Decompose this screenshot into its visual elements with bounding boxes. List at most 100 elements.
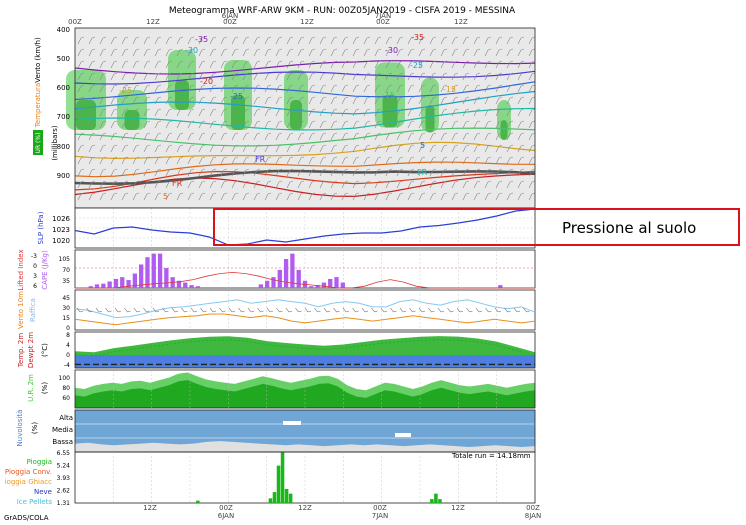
cape-bar [283, 259, 289, 288]
wind10-tick: 15 [62, 315, 70, 322]
contour-label: -20 [200, 77, 213, 86]
wind-barb [418, 192, 426, 201]
time-tick-bottom: 00Z [526, 504, 540, 512]
wind-barb [242, 36, 250, 45]
wind-barb [407, 108, 415, 117]
wind-barb [187, 168, 195, 177]
wind-barb [187, 180, 195, 189]
wind-barb [220, 180, 228, 189]
wind-barb [341, 108, 349, 117]
wind-barb [253, 48, 261, 57]
wind-barb [165, 96, 173, 105]
wind-barb [286, 132, 294, 141]
precip-tick: 3.93 [57, 475, 71, 482]
wind-barb [396, 120, 404, 129]
wind-barb [176, 180, 184, 189]
wind10-tick: 30 [62, 305, 70, 312]
wind-barb [319, 96, 327, 105]
precip-bar [434, 493, 438, 503]
wind-barb [165, 36, 173, 45]
wind-barb [110, 96, 118, 105]
wind-barb [286, 120, 294, 129]
wind-barb [506, 84, 514, 93]
wind-barb [275, 192, 283, 201]
wind-barb [385, 108, 393, 117]
wind-barb [528, 108, 536, 117]
wind-barb [165, 120, 173, 129]
wind-barb [308, 48, 316, 57]
wind-barb [528, 180, 536, 189]
wind-barb [209, 108, 217, 117]
wind-barb [77, 36, 85, 45]
wind-barb [220, 72, 228, 81]
wind-barb [253, 36, 261, 45]
wind-barb [418, 168, 426, 177]
wind-barb [440, 72, 448, 81]
ylabel-wind: Vento (km/h) [34, 37, 42, 83]
wind-barb [77, 84, 85, 93]
wind-barb [418, 72, 426, 81]
wind-barb [308, 156, 316, 165]
wind-barb [341, 36, 349, 45]
wind-barb [198, 132, 206, 141]
wind-barb [473, 168, 481, 177]
wind-barb [363, 132, 371, 141]
wind-barb [275, 36, 283, 45]
wind-barb [143, 192, 151, 201]
cape-bar [145, 257, 150, 288]
wind-barb [451, 48, 459, 57]
time-tick-bottom: 12Z [451, 504, 465, 512]
wind-barb [165, 60, 173, 69]
wind-barb [352, 96, 360, 105]
wind-barb [418, 36, 426, 45]
wind-barb [220, 120, 228, 129]
wind-barb [462, 48, 470, 57]
ylabel-vento10: Vento 10m [17, 291, 25, 329]
wind-barb [297, 36, 305, 45]
wind-barb [484, 180, 492, 189]
wind-barb [242, 120, 250, 129]
wind10-barb [523, 307, 530, 313]
wind-barb [440, 132, 448, 141]
wind-barb [88, 156, 96, 165]
isotherm-line [74, 70, 536, 85]
wind-barb [154, 180, 162, 189]
wind-barb [132, 120, 140, 129]
isotherm-line [74, 170, 536, 191]
wind-barb [528, 96, 536, 105]
wind-barb [363, 84, 371, 93]
wind-barb [385, 96, 393, 105]
wind10-barb [323, 307, 331, 313]
wind-barb [528, 48, 536, 57]
wind-barb [462, 144, 470, 153]
wind-barb [462, 96, 470, 105]
wind-barb [165, 48, 173, 57]
wind-barb [451, 180, 459, 189]
wind-barb [418, 156, 426, 165]
wind-barb [462, 84, 470, 93]
wind-barb [528, 120, 536, 129]
freezing-level-line [74, 169, 536, 186]
wind-barb [473, 84, 481, 93]
wind-barb [297, 144, 305, 153]
wind-barb [374, 60, 382, 69]
wind-barb [209, 132, 217, 141]
wind-barb [352, 156, 360, 165]
wind-barb [264, 48, 272, 57]
temp2m-tick: 8 [66, 332, 70, 339]
wind-barb [440, 168, 448, 177]
wind-barb [209, 72, 217, 81]
wind-barb [88, 120, 96, 129]
wind-barb [154, 132, 162, 141]
cape-bar [139, 264, 144, 288]
pressure-tick: 500 [57, 55, 70, 63]
wind-barb [451, 168, 459, 177]
wind-barb [220, 192, 228, 201]
wind-barb [330, 84, 338, 93]
wind-barb [484, 96, 492, 105]
ur-legend-swatch [33, 130, 43, 155]
wind-barb [187, 132, 195, 141]
wind-barb [462, 36, 470, 45]
wind-barb [363, 192, 371, 201]
